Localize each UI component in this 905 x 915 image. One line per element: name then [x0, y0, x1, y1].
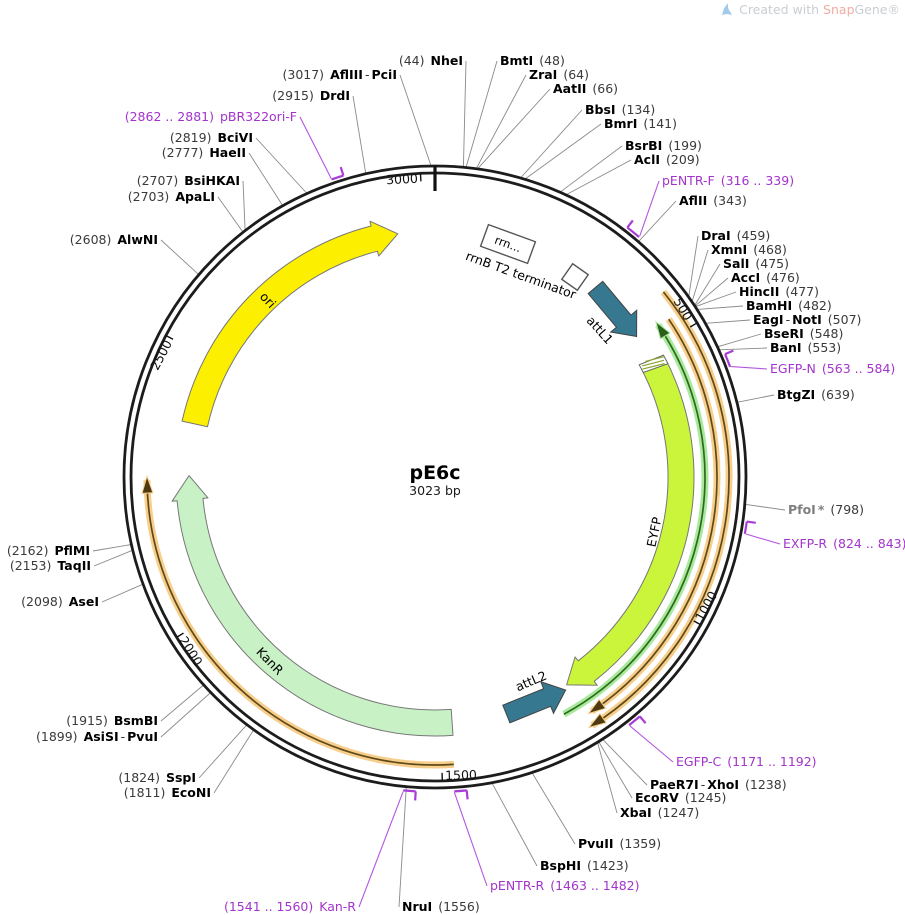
watermark-text: Created with SnapGene®	[739, 2, 900, 17]
restriction-site-label-bsphi: BspHI (1423)	[540, 858, 629, 873]
feature-arrow-attl2	[502, 680, 567, 724]
primer-label-exfp_r: EXFP-R (824 .. 843)	[783, 536, 905, 551]
scale-tick-3000: 3000	[385, 170, 418, 188]
restriction-site-label-pflmi: (2162) PflMI	[6, 543, 90, 558]
primer-label-egfp_c: EGFP-C (1171 .. 1192)	[676, 754, 817, 769]
restriction-site-label-pvuii: PvuII (1359)	[578, 836, 662, 851]
restriction-site-label-bsrbi: BsrBI (199)	[625, 138, 702, 153]
restriction-site-label-taqii: (2153) TaqII	[9, 558, 91, 573]
restriction-site-label-btgzi: BtgZI (639)	[777, 387, 855, 402]
feature-arrow-attl1	[587, 280, 638, 338]
plasmid-size: 3023 bp	[409, 483, 461, 498]
plasmid-name: pE6c	[409, 462, 461, 484]
restriction-site-label-bseri: BseRI (548)	[764, 326, 844, 341]
primer-label-pentr_f: pENTR-F (316 .. 339)	[662, 173, 795, 188]
restriction-site-label-acli: AclI (209)	[634, 152, 700, 167]
restriction-site-label-bsmbi: (1915) BsmBI	[66, 713, 158, 728]
primer-label-pentr_r: pENTR-R (1463 .. 1482)	[490, 878, 640, 893]
restriction-site-label-asisi_pvui: (1899) AsiSI - PvuI	[35, 729, 158, 744]
restriction-site-label-afliii_pcii: (3017) AflIII - PciI	[282, 67, 397, 82]
restriction-site-label-sspi: (1824) SspI	[118, 770, 196, 785]
scale-tick-1500: 1500	[445, 767, 478, 784]
restriction-site-label-bani: BanI (553)	[770, 340, 842, 355]
restriction-site-label-drdi: (2915) DrdI	[272, 88, 350, 103]
restriction-site-label-zrai: ZraI (64)	[529, 67, 589, 82]
restriction-site-label-alwni: (2608) AlwNI	[69, 232, 158, 247]
restriction-site-label-bbsi: BbsI (134)	[585, 102, 656, 117]
restriction-site-label-haeii: (2777) HaeII	[161, 145, 246, 160]
restriction-site-label-bmri: BmrI (141)	[604, 116, 677, 131]
restriction-site-label-aflii: AflII (343)	[679, 193, 747, 208]
restriction-site-label-asei: (2098) AseI	[21, 594, 99, 609]
restriction-site-label-drai: DraI (459)	[701, 228, 771, 243]
restriction-site-label-eagi_noti: EagI - NotI (507)	[753, 312, 862, 327]
restriction-site-label-acci: AccI (476)	[731, 270, 800, 285]
terminator-box-small	[560, 262, 590, 292]
restriction-site-label-apali: (2703) ApaLI	[127, 189, 215, 204]
terminator-box	[479, 223, 537, 265]
restriction-site-label-econi: (1811) EcoNI	[123, 785, 211, 800]
restriction-site-label-pfoi: PfoI * (798)	[788, 502, 865, 517]
restriction-site-label-hincii: HincII (477)	[739, 284, 819, 299]
primer-label-egfp_n: EGFP-N (563 .. 584)	[770, 361, 896, 376]
restriction-site-label-bamhi: BamHI (482)	[746, 298, 832, 313]
restriction-site-label-bmti: BmtI (48)	[500, 53, 565, 68]
restriction-site-label-ecorv: EcoRV (1245)	[635, 790, 727, 805]
snapgene-logo-icon	[722, 3, 732, 16]
restriction-site-label-bcivi: (2819) BciVI	[169, 130, 253, 145]
restriction-site-label-nhei: (44) NheI	[398, 53, 463, 68]
restriction-site-label-bsihkai: (2707) BsiHKAI	[136, 173, 240, 188]
restriction-site-label-sali: SalI (475)	[723, 256, 789, 271]
restriction-site-label-xmni: XmnI (468)	[711, 242, 787, 257]
snapgene-watermark: Created with SnapGene®	[719, 2, 900, 17]
primer-label-kan_r: (1541 .. 1560) Kan-R	[223, 899, 356, 914]
primer-label-pbr322ori_f: (2862 .. 2881) pBR322ori-F	[124, 109, 297, 124]
restriction-site-label-xbai: XbaI (1247)	[620, 805, 700, 820]
restriction-site-label-nrui: NruI (1556)	[402, 899, 480, 914]
restriction-site-label-paer7i_xhoi: PaeR7I - XhoI (1238)	[650, 777, 787, 792]
restriction-site-label-aatii: AatII (66)	[553, 81, 619, 96]
